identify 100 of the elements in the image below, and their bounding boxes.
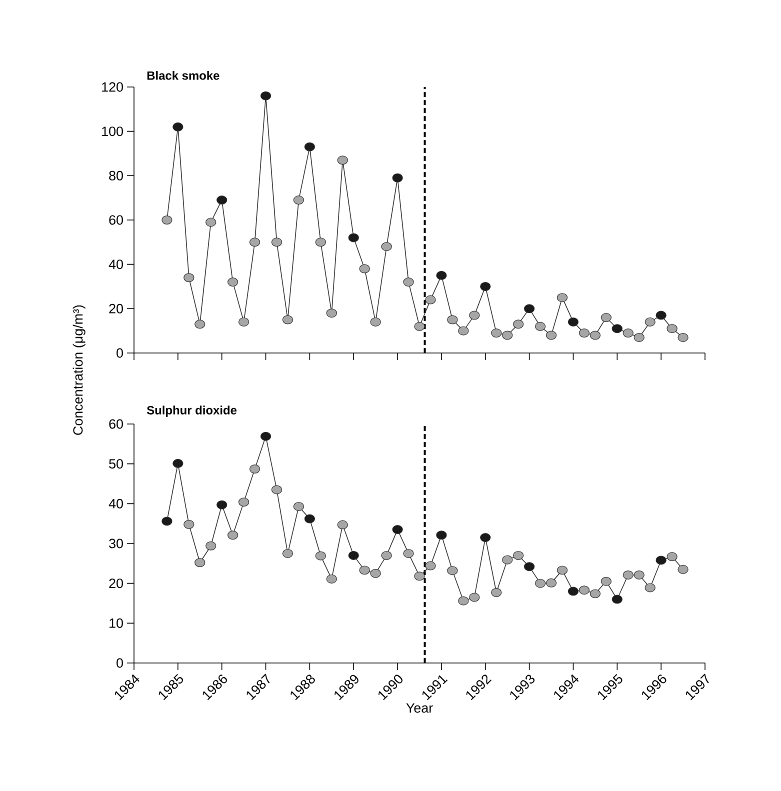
point [425, 295, 436, 304]
point [227, 530, 238, 540]
point [436, 270, 447, 280]
point [293, 196, 304, 205]
point [271, 238, 282, 247]
point [447, 566, 458, 576]
point [622, 328, 634, 338]
y-tick-label: 0 [116, 348, 123, 358]
y-tick-label: 40 [108, 498, 123, 508]
point [172, 122, 184, 132]
point [304, 142, 316, 152]
point [381, 242, 392, 252]
point [666, 324, 678, 334]
point [271, 485, 282, 494]
point [260, 432, 272, 441]
point [622, 570, 634, 580]
y-tick-label: 0 [116, 658, 123, 668]
point [326, 574, 337, 584]
point [656, 310, 666, 320]
point [600, 313, 612, 322]
point [315, 238, 326, 247]
point [162, 215, 172, 224]
point [491, 328, 502, 338]
point [556, 566, 568, 575]
point [326, 308, 337, 318]
point [172, 458, 184, 468]
point [524, 562, 535, 572]
point [249, 464, 260, 474]
point [414, 572, 425, 581]
point [644, 317, 656, 326]
y-tick-label: 30 [109, 538, 123, 548]
point [590, 330, 601, 340]
point [678, 564, 688, 574]
point [337, 156, 348, 165]
point [578, 328, 590, 338]
point [600, 576, 612, 586]
point [348, 550, 359, 560]
point [590, 589, 601, 598]
point [162, 516, 172, 526]
point [403, 548, 414, 558]
y-tick-label: 60 [109, 419, 123, 429]
chart-title: Sulphur dioxide [146, 406, 237, 417]
y-tick-label: 100 [102, 126, 123, 136]
point [370, 317, 381, 326]
point [249, 238, 260, 247]
point [194, 320, 206, 329]
point [480, 533, 491, 542]
point [656, 556, 666, 565]
point [392, 525, 403, 534]
point [403, 278, 414, 287]
point [392, 173, 403, 182]
point [206, 218, 216, 227]
point [260, 91, 272, 100]
point [644, 583, 656, 592]
point [568, 586, 579, 596]
point [282, 315, 294, 324]
point [227, 278, 238, 287]
point [491, 588, 502, 597]
y-tick-label: 50 [109, 459, 123, 469]
point [359, 264, 370, 274]
point [216, 196, 228, 205]
point [315, 551, 326, 560]
point [568, 317, 579, 326]
point [678, 332, 688, 342]
point [502, 330, 513, 340]
point [348, 233, 359, 242]
y-tick-label: 20 [109, 304, 123, 314]
point [293, 502, 304, 511]
point [381, 550, 392, 560]
point [634, 332, 644, 342]
point [534, 578, 546, 588]
point [524, 304, 535, 314]
point [359, 566, 370, 575]
point [578, 586, 590, 595]
point [206, 541, 216, 550]
point [534, 322, 546, 331]
point [502, 555, 513, 564]
y-axis-title: Concentration (μg/m³) [72, 305, 86, 435]
point [512, 320, 524, 329]
y-tick-label: 40 [108, 260, 123, 270]
point [370, 568, 381, 578]
point [666, 552, 678, 562]
point [238, 498, 250, 507]
point [304, 514, 316, 524]
point [216, 500, 228, 510]
point [556, 293, 568, 302]
point [480, 282, 491, 291]
point [425, 561, 436, 570]
chart-title: Black smoke [147, 71, 220, 80]
point [282, 548, 294, 558]
y-tick-label: 20 [109, 578, 123, 588]
y-tick-label: 60 [109, 215, 123, 225]
point [458, 596, 469, 606]
point [184, 520, 194, 529]
point [414, 322, 425, 331]
point [337, 520, 348, 530]
y-tick-label: 120 [102, 82, 123, 92]
point [546, 578, 557, 588]
point [469, 310, 480, 320]
point [634, 570, 644, 580]
